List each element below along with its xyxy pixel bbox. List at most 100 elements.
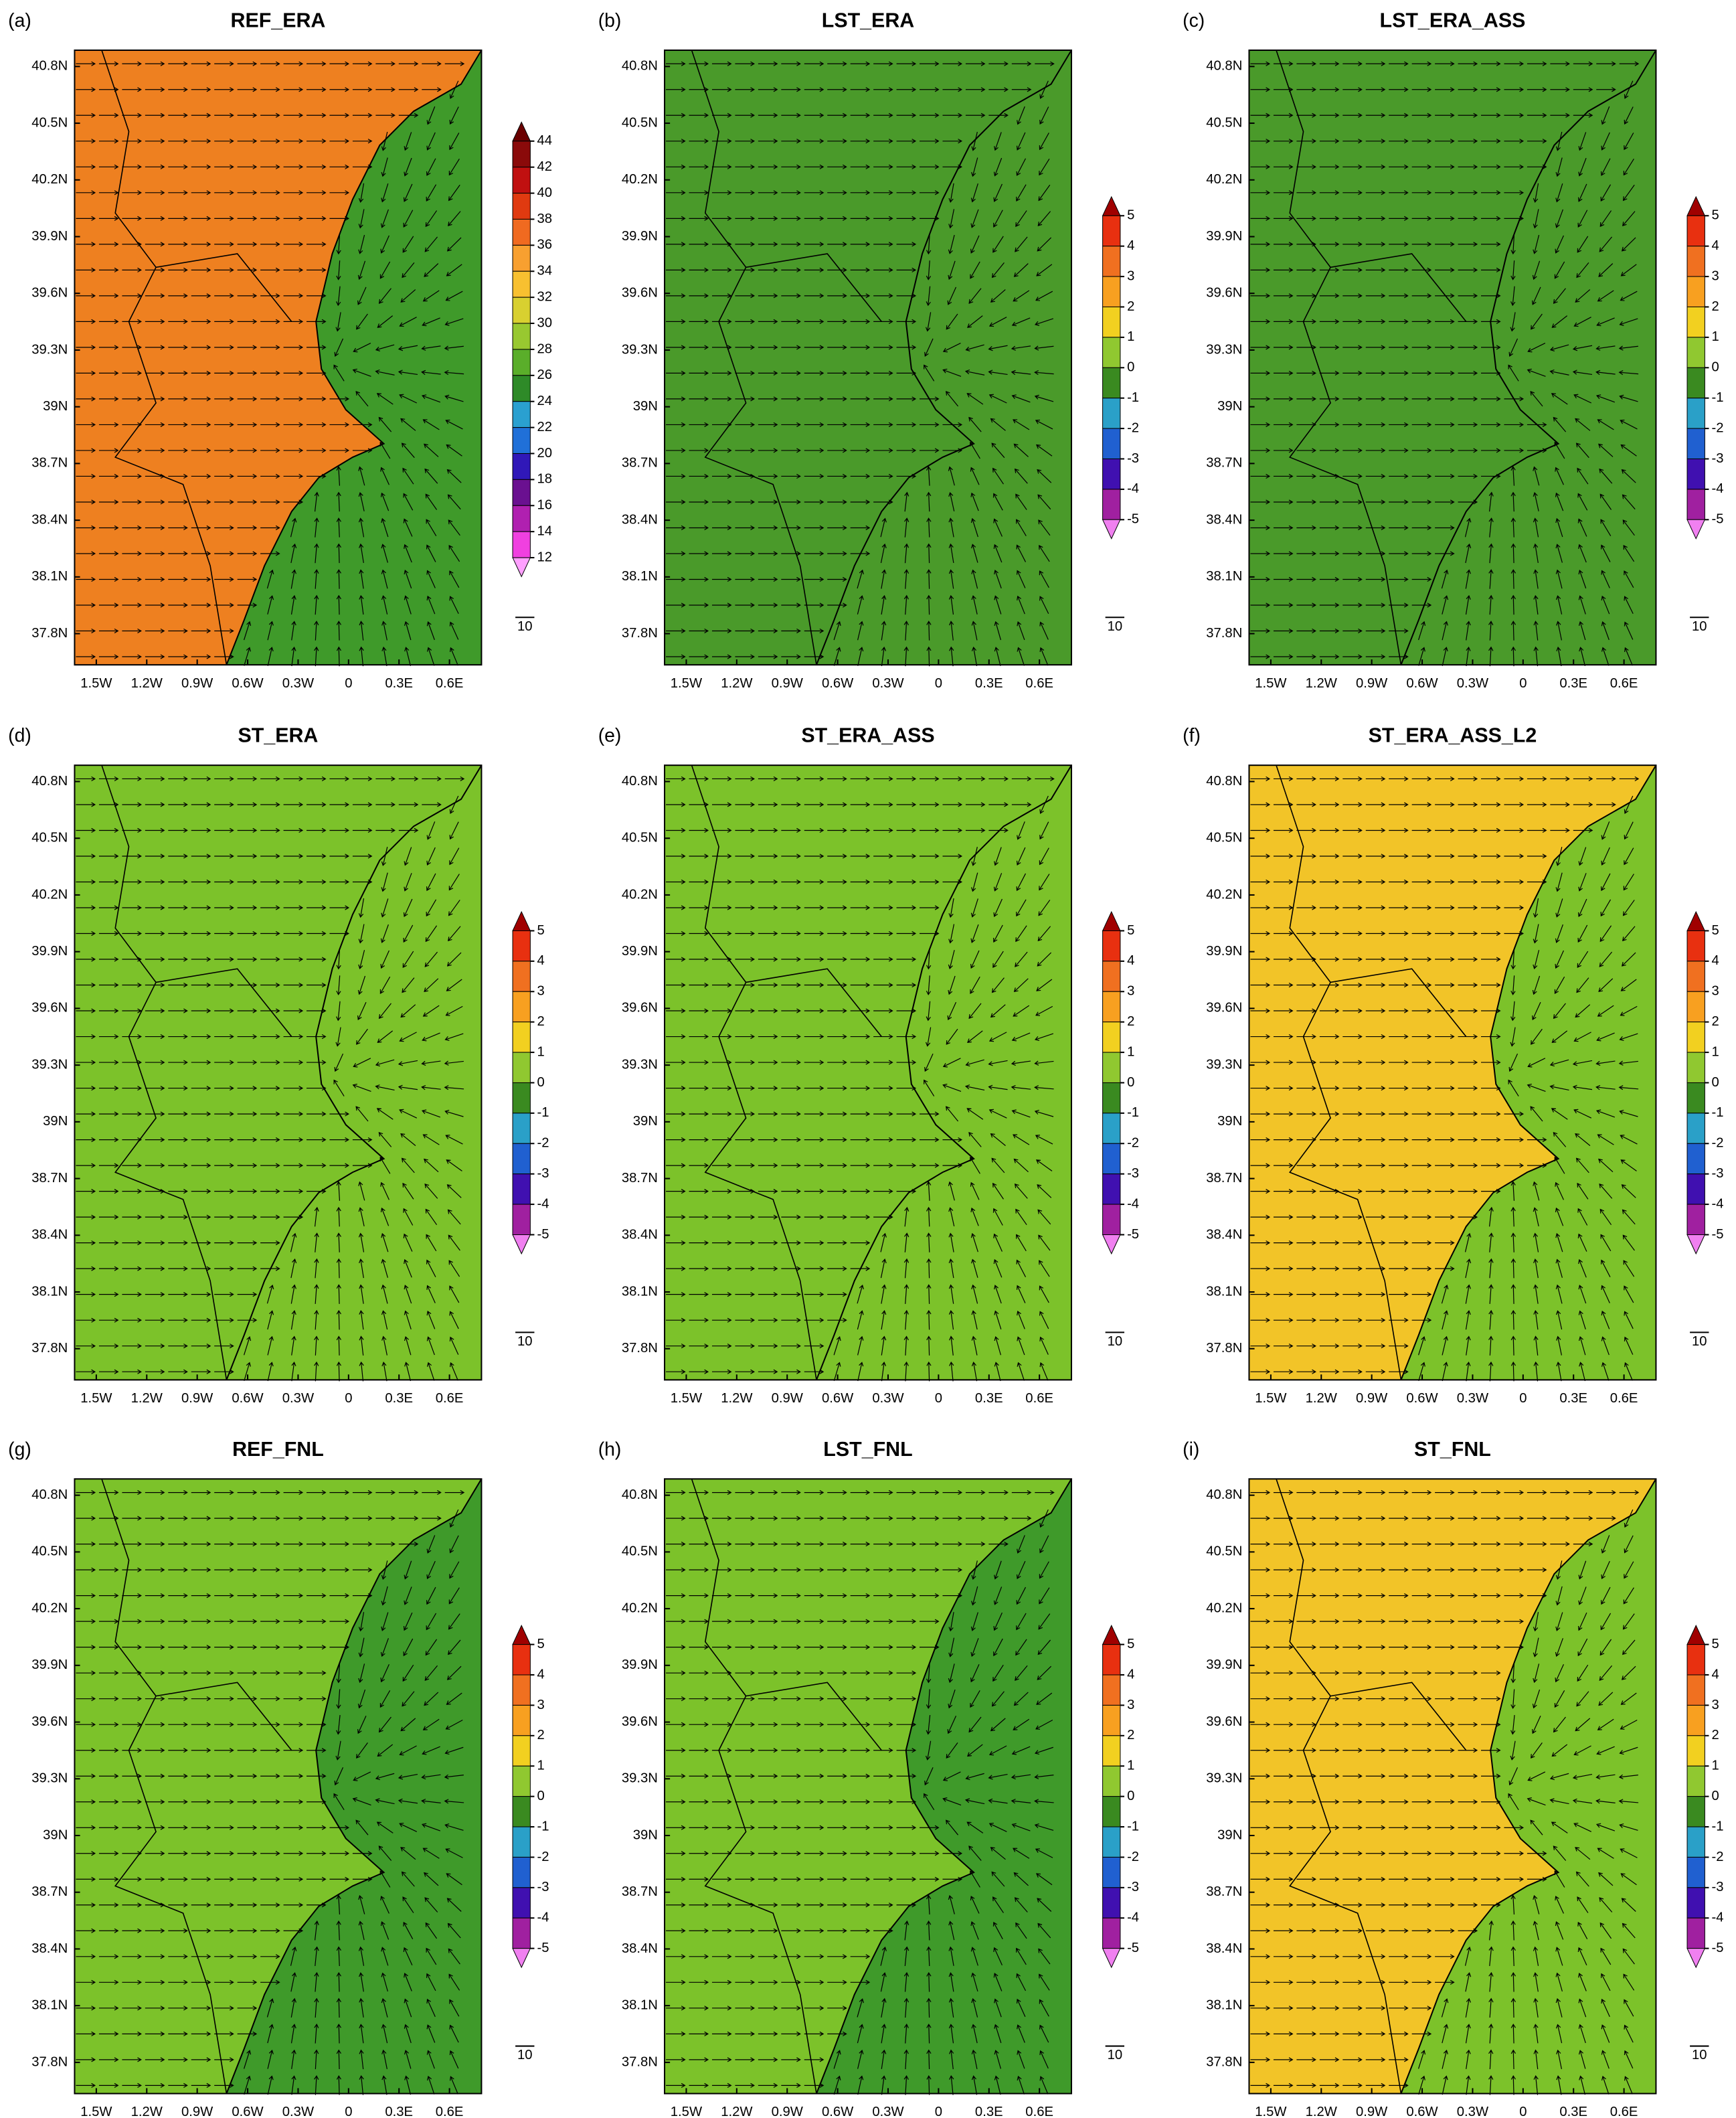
colorbar-label: -5: [1712, 1227, 1724, 1242]
lon-label: 0.9W: [181, 1391, 213, 1406]
sea-field: [816, 50, 1071, 665]
colorbar-label: 3: [1127, 1698, 1134, 1712]
colorbar-box: [512, 479, 531, 506]
lon-label: 0.3W: [282, 2105, 315, 2118]
colorbar-box: [1686, 1082, 1705, 1114]
lat-label: 38.7N: [622, 456, 658, 471]
lat-label: 39.3N: [31, 342, 68, 357]
lon-label: 0.6E: [1610, 676, 1638, 691]
lon-label: 0.6E: [1025, 676, 1053, 691]
lat-label: 39.6N: [1206, 286, 1242, 301]
lon-label: 1.5W: [1255, 2105, 1287, 2118]
lat-label: 39N: [1217, 399, 1242, 414]
lon-label: 0: [935, 1391, 942, 1406]
colorbar-box: [512, 1674, 531, 1706]
colorbar-triangle: [1102, 519, 1121, 540]
colorbar-triangle: [512, 1625, 531, 1645]
wind-vectors: [666, 61, 1055, 667]
border-lines: [1276, 764, 1467, 1380]
lon-label: 0.9W: [1356, 676, 1388, 691]
colorbar-box: [1686, 398, 1705, 429]
border-lines: [691, 50, 882, 665]
colorbar-label: -2: [537, 1136, 549, 1151]
panel-title: ST_FNL: [1414, 1438, 1491, 1461]
colorbar-label: 4: [1127, 953, 1134, 968]
lat-label: 40.2N: [1206, 172, 1242, 187]
sea-field: [226, 1479, 482, 2094]
colorbar-box: [1686, 1143, 1705, 1175]
panel-title: LST_FNL: [823, 1438, 912, 1461]
colorbar-box: [512, 531, 531, 558]
colorbar-label: 26: [537, 368, 553, 382]
colorbar-box: [1102, 1917, 1121, 1949]
colorbar-label: -5: [1127, 1227, 1139, 1242]
lat-label: 38.4N: [622, 1941, 658, 1956]
wind-vectors: [1250, 776, 1640, 1382]
lat-label: 39.6N: [31, 1714, 68, 1729]
colorbar-label: -2: [1712, 420, 1724, 435]
wind-vectors: [666, 1490, 1055, 2095]
colorbar-box: [1102, 306, 1121, 338]
lon-label: 0.6W: [232, 1391, 264, 1406]
border-lines: [101, 50, 292, 665]
panel-title: LST_ERA: [822, 9, 915, 31]
lat-label: 39N: [43, 1114, 68, 1129]
colorbar-label: 4: [1712, 953, 1719, 968]
lon-label: 0.3W: [872, 676, 904, 691]
lat-label: 37.8N: [31, 1341, 68, 1356]
lon-label: 1.2W: [721, 2105, 753, 2118]
colorbar-box: [1102, 1022, 1121, 1053]
lat-label: 37.8N: [1206, 1341, 1242, 1356]
lon-label: 0.6E: [1610, 1391, 1638, 1406]
colorbar-box: [1686, 276, 1705, 307]
colorbar-label: -1: [1127, 1819, 1139, 1834]
wind-vectors: [1250, 1490, 1640, 2095]
colorbar-box: [1102, 1765, 1121, 1797]
colorbar-box: [1686, 1674, 1705, 1706]
colorbar-label: -2: [1127, 1136, 1139, 1151]
lat-label: 39.9N: [622, 229, 658, 244]
lat-label: 39N: [1217, 1114, 1242, 1129]
lon-label: 0.9W: [181, 676, 213, 691]
colorbar-box: [512, 1644, 531, 1676]
colorbar-box: [1102, 1082, 1121, 1114]
colorbar-label: 40: [537, 185, 553, 200]
colorbar-label: 1: [1712, 329, 1719, 344]
lon-label: 1.2W: [1306, 676, 1338, 691]
border-lines: [101, 764, 292, 1380]
colorbar-box: [1102, 930, 1121, 962]
map: [664, 49, 1072, 667]
lon-label: 0.6E: [436, 2105, 464, 2118]
lon-label: 0.9W: [1356, 2105, 1388, 2118]
panel: (i) ST_FNL 40.8N 40.5N 40.2N 39.9N 39.6N 39.3N 3…: [1183, 1438, 1723, 2118]
panel-label: (c): [1183, 10, 1205, 31]
lat-label: 38.7N: [1206, 1171, 1242, 1186]
colorbar-box: [1686, 1204, 1705, 1235]
sea-field: [226, 50, 482, 665]
lat-label: 40.2N: [622, 887, 658, 902]
colorbar-label: 2: [1712, 299, 1719, 314]
colorbar-label: 0: [1712, 1075, 1719, 1090]
colorbar-label: 2: [537, 1728, 545, 1742]
colorbar-label: 12: [537, 550, 553, 564]
colorbar-box: [512, 323, 531, 350]
colorbar-box: [1686, 991, 1705, 1023]
lon-label: 0.3E: [975, 2105, 1003, 2118]
colorbar-label: 2: [1127, 1014, 1134, 1029]
sea-field: [816, 765, 1071, 1380]
colorbar-box: [512, 1143, 531, 1175]
colorbar-label: -1: [1127, 1105, 1139, 1120]
colorbar-label: -1: [1127, 390, 1139, 405]
colorbar-label: -5: [537, 1941, 549, 1955]
lat-label: 40.2N: [31, 172, 68, 187]
panel-title: ST_ERA_ASS: [801, 724, 934, 747]
coastline: [226, 764, 483, 1380]
colorbar-label: -4: [1127, 481, 1139, 496]
panel-title: REF_ERA: [231, 9, 326, 31]
colorbar-box: [1686, 961, 1705, 992]
colorbar-label: -4: [1712, 1196, 1724, 1211]
colorbar-box: [1102, 1173, 1121, 1205]
lat-label: 40.8N: [622, 59, 658, 74]
colorbar-box: [512, 1856, 531, 1888]
wind-vectors: [76, 61, 465, 667]
